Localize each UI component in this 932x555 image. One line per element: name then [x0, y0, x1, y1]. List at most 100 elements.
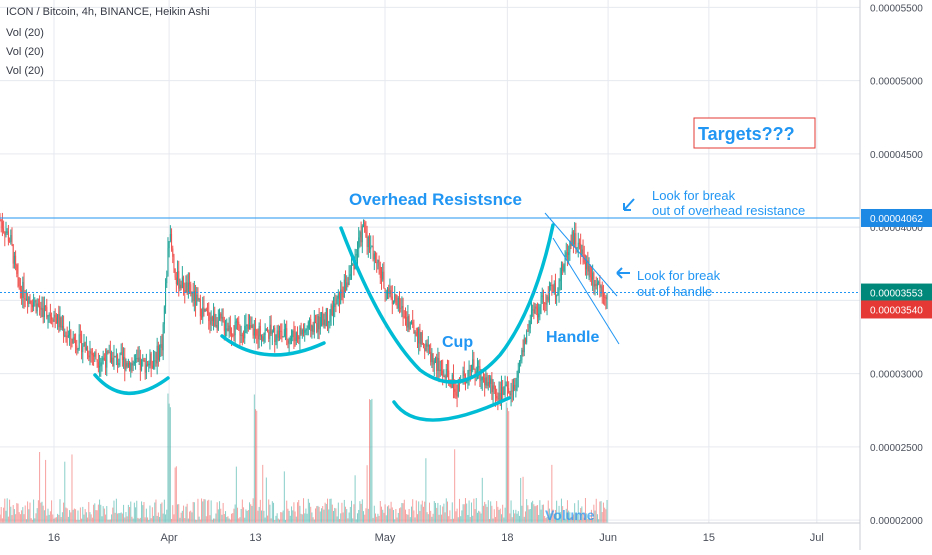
candle-body	[202, 307, 204, 318]
candle-body	[503, 393, 505, 395]
volume-bar	[263, 510, 265, 523]
volume-bar	[0, 507, 2, 523]
candle-body	[189, 282, 191, 285]
volume-bar	[446, 501, 448, 523]
candle-body	[357, 249, 359, 255]
volume-bar	[568, 510, 570, 523]
volume-bar	[547, 500, 549, 523]
candle-body	[351, 264, 353, 275]
volume-bar	[375, 513, 377, 523]
candle-body	[148, 363, 150, 366]
volume-bar	[345, 506, 347, 523]
volume-bar	[191, 512, 193, 523]
volume-bar	[51, 500, 53, 523]
volume-indicator-1[interactable]: Vol (20)	[6, 27, 44, 39]
candle-body	[99, 366, 101, 368]
volume-bar	[55, 517, 57, 523]
volume-bar	[238, 518, 240, 523]
candle-body	[485, 377, 487, 386]
volume-bar	[606, 499, 608, 523]
volume-bar	[528, 509, 530, 523]
candle-body	[145, 364, 147, 373]
horizontal-lines	[0, 217, 860, 294]
candle-body	[360, 231, 362, 243]
volume-bar	[335, 508, 337, 523]
volume-bar	[484, 501, 486, 523]
candle-body	[492, 385, 494, 392]
resistance-price-label: 0.00004062	[870, 214, 923, 225]
volume-bar	[143, 502, 145, 523]
volume-indicator-2[interactable]: Vol (20)	[6, 46, 44, 58]
volume-bar	[468, 500, 470, 523]
candle-body	[24, 298, 26, 300]
candle-body	[172, 248, 174, 257]
price-axis[interactable]: 0.00005500 0.00005000 0.00004500 0.00004000…	[859, 0, 932, 550]
volume-bar	[42, 505, 44, 523]
volume-bar	[333, 510, 335, 523]
volume-bars	[0, 393, 608, 523]
candle-body	[222, 316, 224, 322]
volume-bar	[352, 518, 354, 523]
volume-indicator-3[interactable]: Vol (20)	[6, 65, 44, 77]
volume-bar	[548, 508, 550, 523]
volume-bar	[396, 517, 398, 523]
volume-bar	[311, 512, 313, 523]
candle-body	[530, 310, 532, 321]
candle-body	[378, 260, 380, 267]
candle-body	[594, 284, 596, 287]
volume-bar	[292, 510, 294, 523]
candle-body	[434, 357, 436, 361]
volume-bar	[372, 517, 374, 523]
candle-body	[339, 293, 341, 304]
candle-body	[481, 377, 483, 381]
volume-bar	[383, 512, 385, 523]
volume-bar	[298, 500, 300, 523]
volume-bar	[496, 501, 498, 523]
candle-body	[66, 336, 68, 338]
volume-bar	[319, 511, 321, 523]
candle-body	[559, 279, 561, 282]
candle-body	[215, 324, 217, 326]
volume-bar	[267, 515, 269, 523]
candle-body	[391, 296, 393, 304]
volume-bar	[578, 519, 580, 523]
volume-bar	[204, 499, 206, 523]
volume-bar	[434, 502, 436, 523]
volume-bar	[243, 507, 245, 523]
volume-bar	[602, 502, 604, 523]
candle-body	[269, 324, 271, 339]
volume-bar	[211, 519, 213, 523]
volume-bar	[29, 502, 31, 523]
volume-bar	[586, 513, 588, 523]
candle-body	[469, 369, 471, 371]
volume-bar	[499, 508, 501, 523]
candle-body	[129, 362, 131, 371]
volume-bar	[575, 513, 577, 523]
volume-bar	[445, 498, 447, 523]
time-axis[interactable]: 16 Apr 13 May 18 Jun 15 Jul	[0, 522, 860, 544]
volume-bar	[121, 513, 123, 523]
volume-bar	[106, 506, 108, 523]
candle-body	[499, 392, 501, 404]
volume-bar	[515, 509, 517, 523]
volume-bar	[558, 505, 560, 523]
volume-bar	[408, 508, 410, 523]
candle-body	[408, 316, 410, 330]
volume-bar	[168, 403, 170, 523]
candle-body	[599, 282, 601, 288]
volume-bar	[593, 504, 595, 523]
candle-body	[90, 351, 92, 354]
candle-body	[201, 316, 203, 318]
candle-body	[197, 294, 199, 300]
candle-body	[496, 396, 498, 399]
candle-body	[7, 231, 9, 242]
volume-bar	[271, 501, 273, 523]
candle-body	[289, 338, 291, 341]
candle-body	[63, 326, 65, 336]
volume-bar	[179, 517, 181, 523]
candle-body	[313, 321, 315, 333]
candle-body	[177, 271, 179, 285]
candle-body	[353, 263, 355, 270]
candle-body	[225, 330, 227, 332]
